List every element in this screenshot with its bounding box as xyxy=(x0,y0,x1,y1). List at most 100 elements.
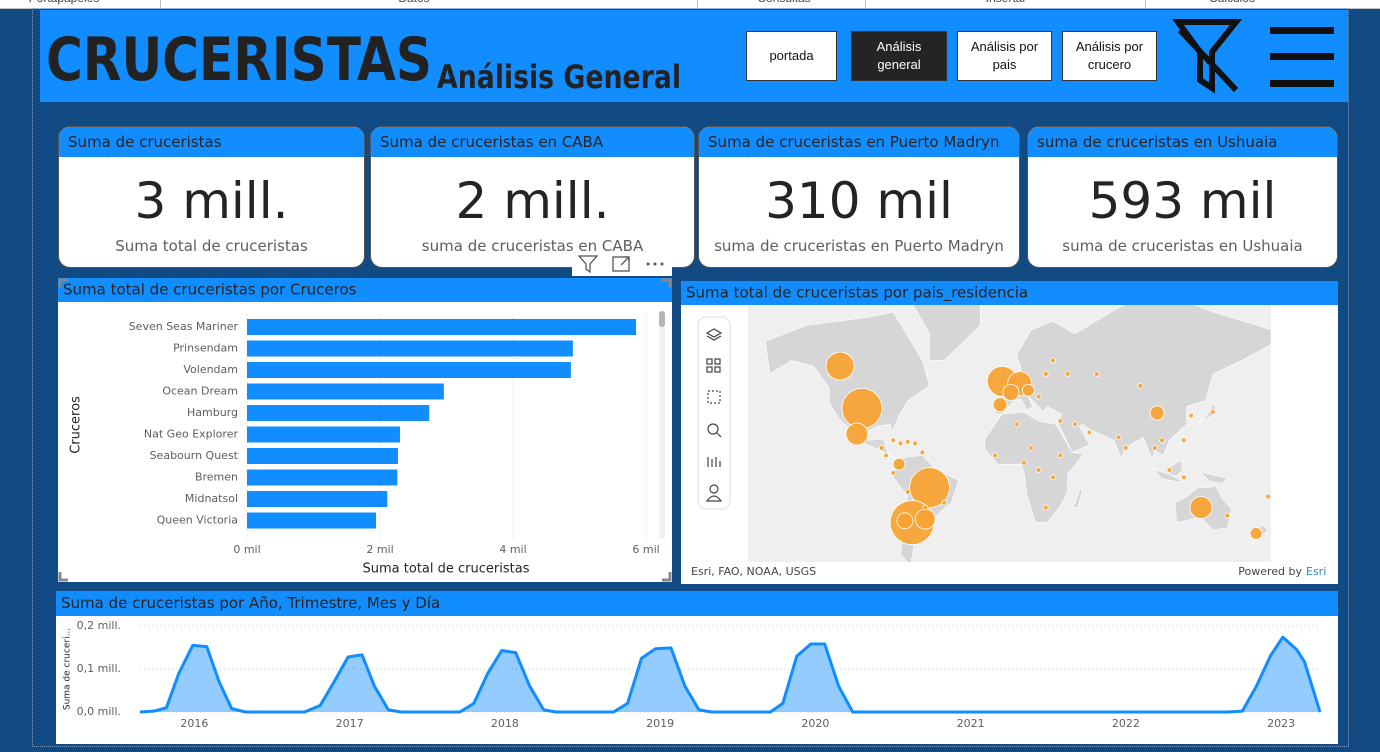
bar xyxy=(247,319,637,335)
map-bubble xyxy=(890,470,897,476)
map-bubble xyxy=(992,397,1008,413)
card-label: suma de cruceristas en Puerto Madryn xyxy=(714,237,1004,255)
y-tick-label: 0,1 mill. xyxy=(77,662,121,675)
card-title: suma de cruceristas en Ushuaia xyxy=(1028,127,1337,157)
x-tick-label: 2016 xyxy=(180,717,208,730)
card-title: Suma de cruceristas en Puerto Madryn xyxy=(699,127,1019,157)
map-bubble xyxy=(1115,434,1122,441)
report-title: CRUCERISTAS xyxy=(46,25,432,95)
card-title: Suma de cruceristas en CABA xyxy=(371,127,694,157)
map-bubble xyxy=(1181,474,1187,481)
chart-title: Suma total de cruceristas por pais_resid… xyxy=(686,284,1028,303)
bar-chart: Suma total de cruceristas por Cruceros C… xyxy=(58,278,672,582)
header-text: CRUCERISTAS Análisis General xyxy=(46,19,1334,96)
y-tick-label: Midnatsol xyxy=(185,492,238,505)
bar xyxy=(247,491,388,507)
x-tick-label: 2 mil xyxy=(366,543,393,556)
map-bubble xyxy=(841,388,883,429)
ribbon-group: Datos xyxy=(398,0,429,5)
nav-button[interactable]: Análisis por pais xyxy=(957,31,1052,81)
map-bubble xyxy=(1122,445,1129,451)
kpi-card: Suma de cruceristas en CABA 2 mill. suma… xyxy=(370,126,695,268)
map-bubble xyxy=(1151,445,1158,451)
map-bubble xyxy=(1042,504,1049,511)
landmass xyxy=(994,305,1271,460)
filter-icon[interactable] xyxy=(1172,19,1243,94)
nav-button[interactable]: Análisis por crucero xyxy=(1062,31,1157,81)
bar xyxy=(247,383,444,400)
y-axis-title: Cruceros xyxy=(69,396,84,454)
map-bubble xyxy=(1057,452,1064,459)
nav-button[interactable]: Análisis general xyxy=(851,31,947,81)
kpi-card: Suma de cruceristas en Puerto Madryn 310… xyxy=(698,126,1020,268)
y-tick-label: Nat Geo Explorer xyxy=(144,428,239,441)
map-bubble xyxy=(1137,383,1144,389)
filter-button[interactable] xyxy=(577,255,599,274)
map-bubble xyxy=(1093,371,1100,377)
card-value: 593 mil xyxy=(1088,172,1277,230)
map-bubble xyxy=(941,499,947,506)
y-tick-label: Seven Seas Mariner xyxy=(129,320,239,333)
bar xyxy=(247,340,573,357)
landmass xyxy=(912,305,981,361)
menu-icon[interactable] xyxy=(1270,27,1334,87)
map-bubble xyxy=(904,489,911,495)
map-bubble xyxy=(883,452,889,459)
y-tick-label: 0,2 mill. xyxy=(77,619,121,632)
card-value: 310 mil xyxy=(765,172,953,230)
bar xyxy=(247,405,430,421)
map-bubble xyxy=(896,512,914,530)
landmass xyxy=(1147,462,1184,482)
x-tick-label: 6 mil xyxy=(632,543,659,556)
x-tick-label: 2022 xyxy=(1112,717,1140,730)
map-bubble xyxy=(1188,412,1194,419)
map-bubble xyxy=(897,440,904,447)
x-tick-label: 2023 xyxy=(1267,717,1295,730)
map-bubble xyxy=(1064,371,1071,377)
nav-button[interactable]: portada xyxy=(746,31,837,81)
area-chart: Suma de cruceristas por Año, Trimestre, … xyxy=(56,591,1338,744)
area-fill xyxy=(140,637,1320,712)
bar xyxy=(247,362,571,378)
landmass xyxy=(1198,404,1217,423)
map-bubble xyxy=(1050,474,1056,481)
card-title: Suma de cruceristas xyxy=(59,127,364,157)
map-bubble xyxy=(1210,409,1216,415)
map-bubble xyxy=(1050,357,1056,364)
map-powered-by: Powered by xyxy=(1238,565,1302,578)
x-tick-label: 4 mil xyxy=(499,543,526,556)
x-tick-label: 2018 xyxy=(491,717,519,730)
x-axis-title: Suma total de cruceristas xyxy=(363,562,530,577)
map-bubble xyxy=(1189,496,1213,519)
map-chart: Suma total de cruceristas por pais_resid… xyxy=(681,281,1338,584)
map-bubble xyxy=(1166,467,1173,473)
map-bubble xyxy=(892,457,906,471)
map-bubble xyxy=(1042,371,1049,377)
map-provider[interactable]: Esri xyxy=(1306,565,1326,578)
bar xyxy=(247,426,400,443)
page-frame xyxy=(32,8,1349,747)
map-toolbar[interactable] xyxy=(705,328,723,502)
map-bubble xyxy=(1013,421,1020,428)
chart-title: Suma de cruceristas por Año, Trimestre, … xyxy=(61,594,440,612)
map-bubble xyxy=(1086,429,1093,436)
line xyxy=(139,635,1322,714)
map-bubble xyxy=(890,437,897,444)
map-bubble xyxy=(1072,421,1078,428)
map-bubble xyxy=(919,449,926,456)
map-bubble xyxy=(912,440,918,447)
y-tick-label: Seabourn Quest xyxy=(150,449,239,462)
chart-title: Suma total de cruceristas por Cruceros xyxy=(63,281,357,299)
map-bubble xyxy=(1149,405,1165,421)
y-tick-label: 0,0 mill. xyxy=(77,705,121,718)
map-bubble xyxy=(1035,393,1042,400)
more-button[interactable] xyxy=(646,262,664,266)
focus-button[interactable] xyxy=(612,256,630,272)
landmass xyxy=(984,411,1085,523)
bar xyxy=(247,448,398,464)
map-attribution: Esri, FAO, NOAA, USGS xyxy=(691,565,816,578)
report-subtitle: Análisis General xyxy=(437,58,681,96)
x-tick-label: 2017 xyxy=(336,717,364,730)
map-bubble xyxy=(914,508,936,530)
